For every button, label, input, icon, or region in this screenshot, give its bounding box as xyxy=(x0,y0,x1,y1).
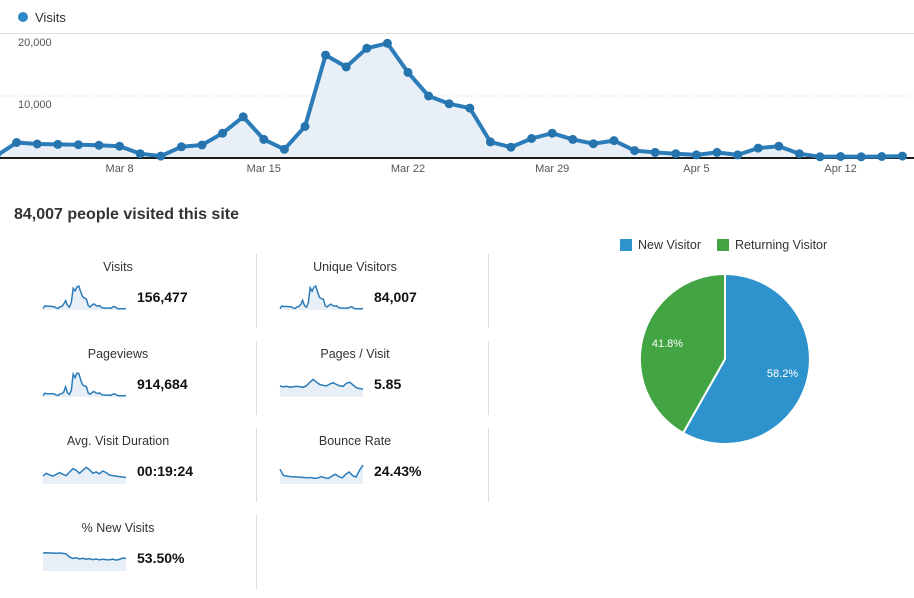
y-axis-tick-20000: 20,000 xyxy=(18,37,52,49)
pie-slice-new-visitor[interactable] xyxy=(681,272,811,445)
metric-label: Unique Visitors xyxy=(313,260,397,274)
pie-slice-percentage: 41.8% xyxy=(651,337,684,350)
metric-value: 53.50% xyxy=(137,550,185,566)
visitor-type-panel: New Visitor Returning Visitor 58.2% 41.8% xyxy=(612,238,914,454)
visitor-type-pie-chart[interactable]: 58.2% 41.8% xyxy=(630,264,820,454)
visits-sparkline xyxy=(42,284,127,310)
pageviews-sparkline xyxy=(42,371,127,397)
metric-visits: Visits 156,477 xyxy=(20,254,257,328)
pie-slice-returning-visitor[interactable] xyxy=(638,272,726,435)
metrics-grid: Visits 156,477 Unique Visitors 84,007 Pa… xyxy=(20,254,489,589)
visits-timeline-section: Visits 20,000 10,000 Mar 8 Mar 15 Mar 22 Ma… xyxy=(0,0,914,178)
y-axis-tick-10000: 10,000 xyxy=(18,99,52,111)
legend-item-returning-visitor: Returning Visitor xyxy=(716,238,828,252)
x-axis-tick: Mar 29 xyxy=(535,163,570,175)
bounce-rate-sparkline xyxy=(279,464,364,484)
metrics-grid-empty-cell xyxy=(257,515,489,589)
metric-label: Pages / Visit xyxy=(320,347,390,361)
metric-pages-per-visit: Pages / Visit 5.85 xyxy=(257,341,489,415)
timeline-legend: Visits xyxy=(18,8,66,26)
metric-percent-new-visits: % New Visits 53.50% xyxy=(20,515,257,589)
pie-legend: New Visitor Returning Visitor xyxy=(612,238,914,252)
metric-value: 24.43% xyxy=(374,463,422,479)
x-axis-tick: Apr 12 xyxy=(824,163,857,175)
legend-label: Returning Visitor xyxy=(734,238,828,252)
visits-line-chart-area[interactable]: 20,000 10,000 Mar 8 Mar 15 Mar 22 Mar 29 Apr… xyxy=(0,33,914,179)
metric-avg-visit-duration: Avg. Visit Duration 00:19:24 xyxy=(20,428,257,502)
pages-per-visit-sparkline xyxy=(279,378,364,397)
new-visitor-swatch-icon xyxy=(620,239,632,251)
metric-label: Visits xyxy=(103,260,133,274)
x-axis-tick: Mar 15 xyxy=(246,163,281,175)
metric-label: % New Visits xyxy=(81,521,155,535)
metric-label: Bounce Rate xyxy=(318,434,392,448)
metric-label: Avg. Visit Duration xyxy=(66,434,170,448)
metric-value: 914,684 xyxy=(137,376,188,392)
legend-label: New Visitor xyxy=(638,238,701,252)
metric-label: Pageviews xyxy=(87,347,149,361)
timeline-legend-label: Visits xyxy=(35,9,66,25)
visits-series-dot-icon xyxy=(18,12,28,22)
visitors-headline: 84,007 people visited this site xyxy=(14,206,239,223)
pie-slice-percentage: 58.2% xyxy=(766,368,799,381)
avg-visit-duration-sparkline xyxy=(42,466,127,484)
metric-value: 84,007 xyxy=(374,289,417,305)
percent-new-visits-sparkline xyxy=(42,552,127,571)
metric-bounce-rate: Bounce Rate 24.43% xyxy=(257,428,489,502)
metric-unique-visitors: Unique Visitors 84,007 xyxy=(257,254,489,328)
metric-pageviews: Pageviews 914,684 xyxy=(20,341,257,415)
metric-value: 00:19:24 xyxy=(137,463,194,479)
metric-value: 5.85 xyxy=(374,376,402,392)
legend-item-new-visitor: New Visitor xyxy=(620,238,701,252)
metric-value: 156,477 xyxy=(137,289,188,305)
unique-visitors-sparkline xyxy=(279,284,364,310)
x-axis-tick: Mar 8 xyxy=(105,163,134,175)
x-axis-tick: Mar 22 xyxy=(390,163,426,175)
pie-chart-svg[interactable] xyxy=(630,264,820,454)
visits-line-chart[interactable] xyxy=(0,34,914,164)
x-axis-tick: Apr 5 xyxy=(683,163,710,175)
returning-visitor-swatch-icon xyxy=(716,239,729,251)
